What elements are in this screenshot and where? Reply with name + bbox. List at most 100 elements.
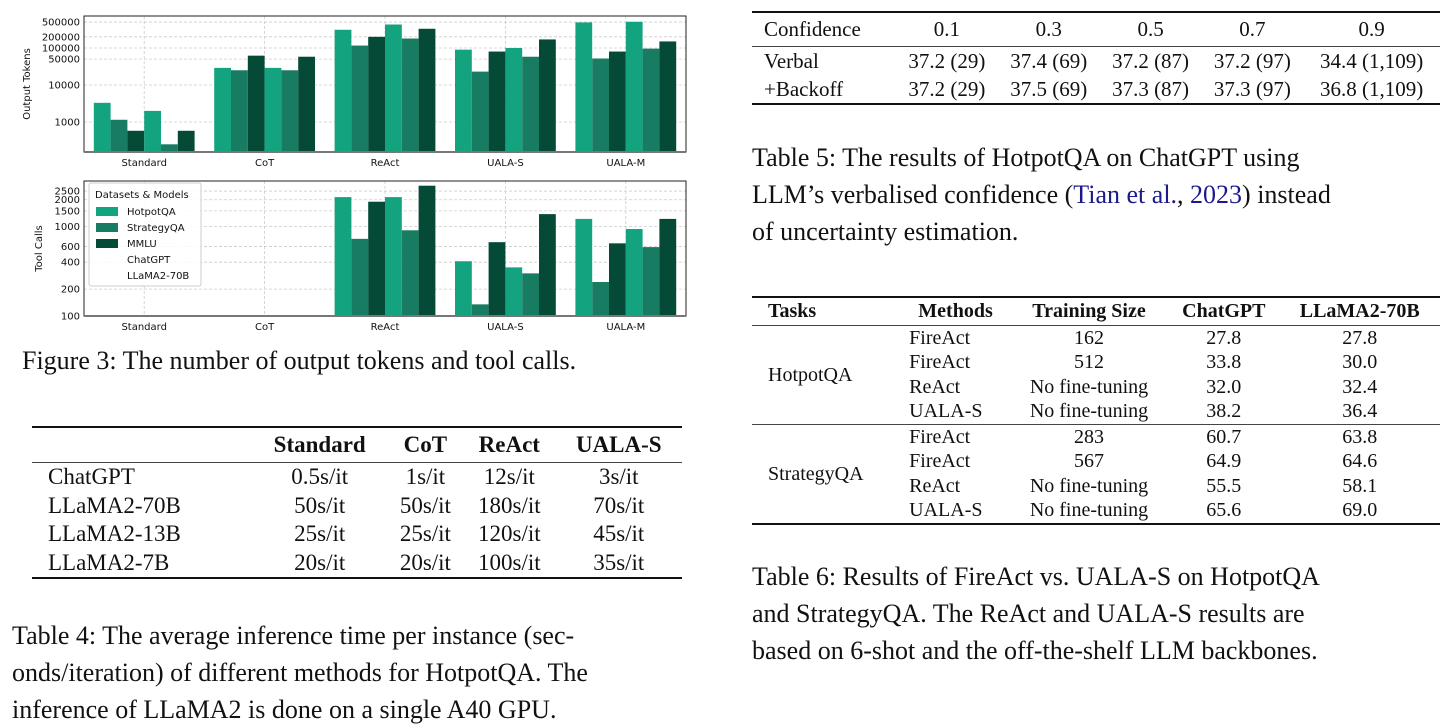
y-tick-label: 200: [61, 285, 80, 296]
table-row: Verbal 37.2 (29) 37.4 (69) 37.2 (87) 37.2 (9…: [752, 47, 1440, 76]
method-cell: UALA-S: [909, 499, 983, 522]
table-row: StrategyQA FireAct 283 60.7 63.8: [752, 424, 1440, 524]
table-cell: 25s/it: [294, 521, 346, 547]
table-cell: 64.6: [1342, 450, 1378, 473]
y-tick-label: 400: [61, 258, 80, 269]
bar-strategyqa-llama2-70b: [161, 144, 178, 152]
task-cell: StrategyQA: [752, 424, 902, 524]
table-5-caption: Table 5: The results of HotpotQA on Chat…: [752, 139, 1331, 250]
bar-hotpotqa-llama2-70b: [625, 229, 643, 316]
table-cell: 37.2 (29): [908, 76, 986, 101]
x-tick-label: ReAct: [371, 158, 400, 169]
table-cell: 37.5 (69): [1010, 76, 1088, 101]
table-cell: 69.0: [1342, 499, 1378, 522]
bar-hotpotqa-llama2-70b: [505, 47, 523, 152]
table-cell: 35s/it: [593, 549, 645, 575]
table-row: LLaMA2-7B 20s/it 20s/it 100s/it 35s/it: [32, 549, 682, 579]
table-cell: 60.7: [1168, 424, 1280, 450]
table-4: Standard CoT ReAct UALA-S ChatGPT 0.5s/it 1s/i…: [32, 426, 682, 579]
legend-label: ChatGPT: [127, 255, 171, 266]
method-cell: FireAct: [909, 326, 971, 349]
table-cell: 50s/it: [294, 492, 346, 518]
table-cell: 30.0: [1342, 351, 1378, 374]
table-cell: +Backoff: [764, 76, 844, 101]
bar-strategyqa-llama2-70b: [281, 70, 299, 152]
table-cell: 3s/it: [598, 464, 639, 490]
table-row: LLaMA2-70B 50s/it 50s/it 180s/it 70s/it: [32, 492, 682, 521]
x-tick-label: Standard: [121, 322, 167, 333]
column-header: 0.7: [1201, 12, 1304, 47]
citation-link-author[interactable]: Tian et al.: [1073, 180, 1178, 209]
table-cell: Verbal: [764, 48, 819, 73]
table-row: HotpotQA FireAct 162 27.8 27.8: [752, 326, 1440, 386]
table-cell: 0.5s/it: [291, 464, 349, 490]
bar-mmlu-llama2-70b: [539, 39, 556, 152]
column-header: Standard: [251, 427, 388, 463]
column-header: Methods: [901, 297, 1010, 326]
column-header: 0.5: [1099, 12, 1202, 47]
bar-mmlu-llama2-70b: [177, 130, 195, 152]
y-axis-label: Tool Calls: [34, 225, 45, 272]
bar-hotpotqa-llama2-70b: [264, 67, 282, 152]
table-cell: 100s/it: [478, 549, 541, 575]
table-cell: 20s/it: [399, 549, 451, 575]
table-cell: 27.8: [1342, 326, 1378, 349]
bar-hotpotqa-chatgpt: [334, 197, 352, 316]
legend-label: StrategyQA: [127, 223, 185, 234]
y-tick-label: 50000: [48, 55, 80, 66]
table-cell: LLaMA2-70B: [48, 492, 181, 518]
legend-swatch-mmlu: [96, 239, 118, 248]
column-header: Training Size: [1009, 297, 1169, 326]
bar-mmlu-llama2-70b: [298, 56, 315, 152]
table-cell: No fine-tuning: [1029, 375, 1149, 398]
x-tick-label: UALA-S: [487, 158, 524, 169]
bar-hotpotqa-chatgpt: [93, 102, 111, 152]
table-cell: 34.4 (1,109): [1320, 48, 1424, 73]
y-tick-label: 200000: [42, 32, 80, 43]
table-cell: 37.3 (87): [1112, 76, 1190, 101]
caption-text: LLM’s verbalised confidence (: [752, 180, 1074, 209]
method-cell: UALA-S: [909, 400, 983, 423]
table-cell: 32.0: [1206, 375, 1242, 398]
table-cell: 32.4: [1342, 375, 1378, 398]
task-cell: HotpotQA: [768, 363, 853, 386]
legend-title: Datasets & Models: [95, 190, 189, 201]
column-header: Tasks: [752, 297, 902, 326]
table-cell: ChatGPT: [48, 464, 135, 490]
legend-label: HotpotQA: [127, 207, 176, 218]
table-cell: 55.5: [1206, 474, 1242, 497]
bar-strategyqa-chatgpt: [592, 58, 609, 152]
header-row: Confidence 0.1 0.3 0.5 0.7 0.9: [752, 12, 1440, 47]
table-6: Tasks Methods Training Size ChatGPT LLaMA2-7…: [752, 296, 1440, 525]
header-row: Standard CoT ReAct UALA-S: [32, 427, 682, 463]
caption-line: onds/iteration) of different methods for…: [12, 658, 588, 687]
caption-line: based on 6-shot and the off-the-shelf LL…: [752, 636, 1318, 665]
y-axis-label: Output Tokens: [22, 48, 33, 120]
bar-hotpotqa-chatgpt: [334, 29, 352, 152]
column-header: 0.1: [895, 12, 998, 47]
legend-label: MMLU: [127, 239, 157, 250]
citation-link-year[interactable]: 2023: [1190, 180, 1243, 209]
table-cell: 36.4: [1342, 400, 1378, 423]
bar-strategyqa-chatgpt: [592, 282, 609, 316]
bar-hotpotqa-llama2-70b: [385, 24, 402, 153]
table-cell: 37.3 (97): [1213, 76, 1291, 101]
y-tick-label: 1500: [55, 206, 80, 217]
bar-mmlu-chatgpt: [609, 243, 626, 316]
table-cell: 38.2: [1206, 400, 1242, 423]
bar-hotpotqa-chatgpt: [455, 261, 472, 316]
table-cell: 25s/it: [399, 521, 451, 547]
legend-label: LLaMA2-70B: [127, 271, 189, 282]
caption-line: Table 4: The average inference time per …: [12, 621, 575, 650]
table-cell: 58.1: [1342, 474, 1378, 497]
method-cell: FireAct: [901, 424, 1010, 450]
table-cell: LLaMA2-7B: [48, 549, 170, 575]
bar-hotpotqa-llama2-70b: [505, 267, 523, 316]
table-6-caption: Table 6: Results of FireAct vs. UALA-S o…: [752, 558, 1320, 669]
bar-strategyqa-chatgpt: [110, 119, 128, 152]
bar-mmlu-chatgpt: [488, 242, 506, 316]
caption-line: of uncertainty estimation.: [752, 217, 1019, 246]
table-cell: 63.8: [1279, 424, 1440, 450]
x-tick-label: CoT: [255, 322, 275, 333]
